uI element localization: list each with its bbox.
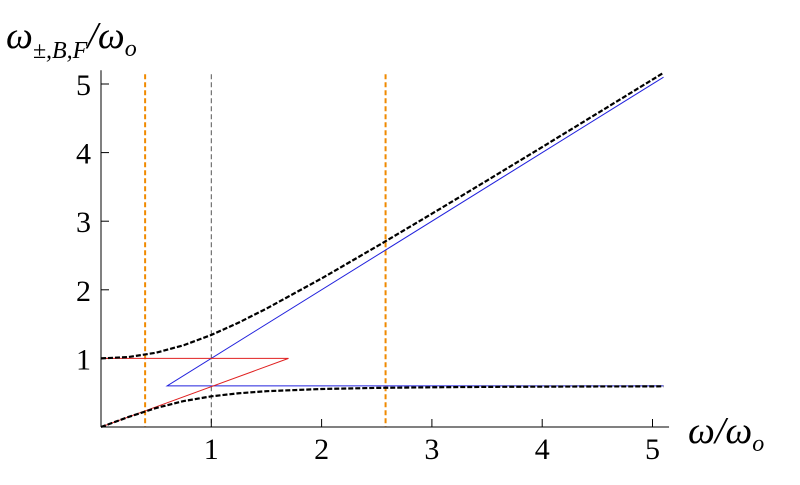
x-tick-label: 4	[535, 433, 550, 466]
x-tick-label: 2	[314, 433, 329, 466]
data-line	[100, 71, 665, 360]
data-line	[165, 76, 664, 387]
y-tick-label: 2	[76, 275, 91, 308]
y-tick-label: 3	[76, 206, 91, 239]
x-tick-label: 5	[645, 433, 660, 466]
x-tick-label: 1	[204, 433, 219, 466]
y-axis-label: ω±,B,F/ωo	[6, 15, 137, 64]
y-tick-label: 4	[76, 138, 91, 171]
x-tick-label: 3	[424, 433, 439, 466]
data-line	[100, 357, 289, 428]
data-line	[100, 385, 664, 429]
y-tick-label: 1	[76, 343, 91, 376]
y-tick-label: 5	[76, 69, 91, 102]
x-axis-label: ω/ωo	[688, 410, 764, 457]
